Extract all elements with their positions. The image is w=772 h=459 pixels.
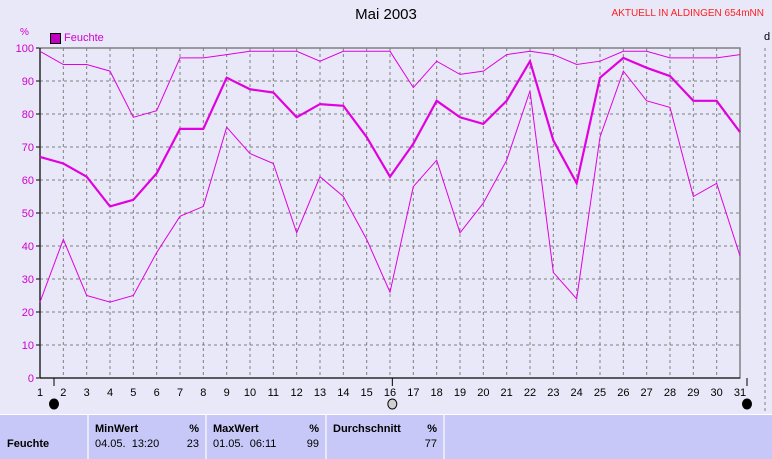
new-moon-icon (49, 398, 59, 410)
x-tick-label: 5 (130, 387, 136, 399)
y-tick-label: 90 (22, 76, 34, 88)
x-tick-label: 11 (268, 387, 279, 399)
x-tick-label: 4 (107, 387, 113, 399)
x-tick-label: 2 (60, 387, 66, 399)
x-tick-label: 9 (224, 387, 230, 399)
station-label: AKTUELL IN ALDINGEN 654mNN (611, 8, 764, 19)
y-tick-label: 0 (28, 373, 34, 385)
y-tick-label: 100 (16, 43, 34, 55)
avg-unit: % (427, 423, 437, 435)
x-tick-label: 23 (547, 387, 559, 399)
empty-cell (445, 415, 772, 459)
x-tick-label: 6 (154, 387, 160, 399)
full-moon-icon (387, 398, 398, 410)
y-tick-label: 50 (22, 208, 34, 220)
max-cell: MaxWert % 01.05. 06:11 99 (207, 415, 327, 459)
y-unit-label: % (20, 27, 29, 38)
series-line-average (39, 56, 741, 208)
x-tick-label: 30 (711, 387, 723, 399)
stats-row-label-cell: Feuchte (0, 415, 89, 459)
legend-swatch (50, 32, 61, 44)
x-tick-label: 15 (361, 387, 373, 399)
x-tick-label: 14 (337, 387, 349, 399)
x-tick-label: 19 (454, 387, 466, 399)
max-unit: % (309, 423, 319, 435)
legend-label: Feuchte (64, 32, 104, 44)
avg-header: Durchschnitt (333, 423, 401, 435)
x-tick-label: 27 (641, 387, 653, 399)
x-tick-label: 16 (384, 387, 396, 399)
min-header: MinWert (95, 423, 139, 435)
x-tick-label: 29 (687, 387, 699, 399)
y-tick-label: 80 (22, 109, 34, 121)
x-tick-label: 10 (244, 387, 256, 399)
series-line-min (39, 70, 741, 303)
x-tick-label: 13 (314, 387, 326, 399)
x-tick-label: 17 (407, 387, 419, 399)
y-tick-label: 30 (22, 274, 34, 286)
y-tick-label: 40 (22, 241, 34, 253)
x-tick-label: 20 (477, 387, 489, 399)
min-value: 23 (186, 438, 199, 450)
min-unit: % (189, 423, 199, 435)
x-tick-label: 26 (617, 387, 629, 399)
legend: Feuchte (50, 32, 104, 44)
max-time: 01.05. 06:11 (213, 438, 277, 450)
y-tick-label: 70 (22, 142, 34, 154)
avg-cell: Durchschnitt % 77 (327, 415, 445, 459)
y-tick-label: 60 (22, 175, 34, 187)
x-tick-label: 25 (594, 387, 606, 399)
x-tick-label: 24 (571, 387, 583, 399)
x-tick-label: 22 (524, 387, 536, 399)
min-cell: MinWert % 04.05. 13:20 23 (89, 415, 207, 459)
x-tick-label: 28 (664, 387, 676, 399)
x-tick-label: 21 (501, 387, 513, 399)
max-value: 99 (306, 438, 319, 450)
new-moon-icon (742, 398, 752, 410)
x-tick-label: 1 (37, 387, 43, 399)
chart-title: Mai 2003 (355, 6, 417, 23)
x-tick-label: 31 (734, 387, 746, 399)
min-time: 04.05. 13:20 (95, 438, 160, 450)
x-tick-label: 8 (200, 387, 206, 399)
max-header: MaxWert (213, 423, 259, 435)
right-axis-label: d (764, 31, 771, 43)
x-tick-label: 7 (177, 387, 183, 399)
stats-panel: Feuchte MinWert % 04.05. 13:20 23 MaxWer… (0, 414, 772, 459)
stats-row-label: Feuchte (7, 438, 50, 450)
x-tick-label: 12 (291, 387, 303, 399)
avg-value: 77 (424, 438, 437, 450)
x-tick-label: 18 (431, 387, 443, 399)
y-tick-label: 10 (22, 340, 34, 352)
y-tick-label: 20 (22, 307, 34, 319)
series-line-max (39, 50, 741, 118)
x-tick-label: 3 (84, 387, 90, 399)
